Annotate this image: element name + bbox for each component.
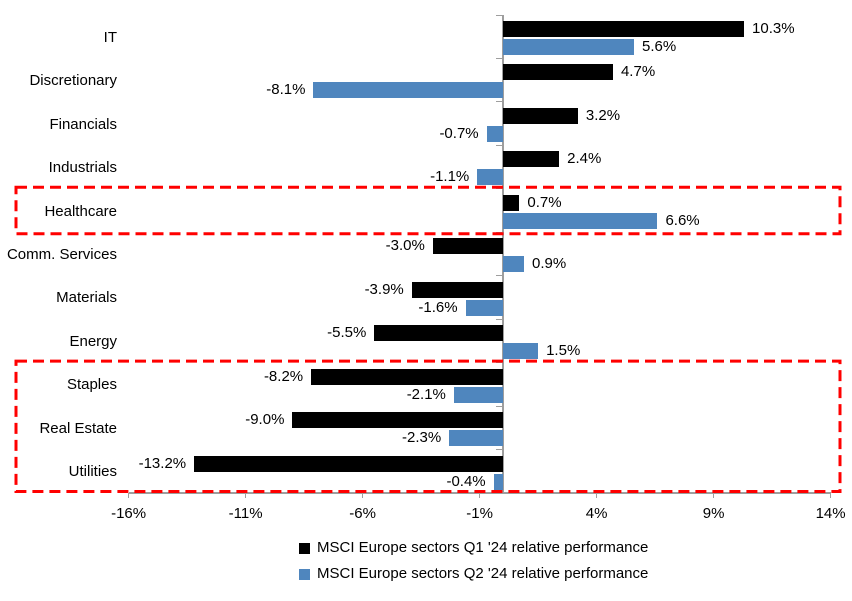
bar-q2-staples [453, 386, 503, 403]
bar-q2-healthcare [503, 212, 658, 229]
bar-q1-utilities [194, 455, 503, 472]
bar-q2-energy [503, 343, 539, 360]
category-label: Comm. Services [6, 246, 117, 263]
value-label: -13.2% [138, 454, 187, 472]
bar-q2-industrials [477, 169, 503, 186]
x-tick [128, 493, 130, 498]
category-tick [496, 405, 503, 407]
value-label: -2.1% [406, 385, 446, 403]
category-label: IT [103, 28, 117, 46]
category-label: Industrials [48, 159, 117, 177]
value-label: -1.1% [430, 168, 470, 186]
value-label: -8.1% [266, 81, 306, 99]
category-tick [496, 144, 503, 146]
bar-q1-staples [311, 368, 503, 385]
bar-q1-real-estate [292, 412, 503, 429]
category-label: Utilities [68, 463, 117, 481]
legend-swatch-icon [299, 568, 310, 580]
category-tick [496, 57, 503, 59]
value-label: -0.7% [439, 124, 479, 142]
value-label: -3.9% [364, 280, 404, 298]
category-tick [496, 362, 503, 364]
x-tick-label: -16% [111, 505, 147, 522]
x-tick [245, 493, 247, 498]
category-label: Materials [56, 289, 117, 307]
bar-q1-it [503, 21, 745, 37]
value-axis-line [502, 15, 504, 493]
category-tick [496, 231, 503, 233]
x-tick-label: -11% [228, 505, 263, 522]
category-label: Energy [69, 332, 117, 350]
value-label: 0.7% [527, 193, 562, 211]
legend-item-q1: MSCI Europe sectors Q1 '24 relative perf… [299, 540, 648, 556]
bar-q1-comm-services [432, 238, 503, 255]
bar-q2-discretionary [313, 82, 503, 99]
bar-q2-utilities [493, 473, 503, 490]
x-tick [362, 493, 364, 498]
value-label: 10.3% [752, 20, 795, 37]
bar-q2-it [503, 39, 635, 55]
legend-label: MSCI Europe sectors Q1 '24 relative perf… [317, 539, 649, 556]
legend-swatch-icon [299, 542, 310, 554]
value-label: -0.4% [446, 472, 486, 490]
category-label: Discretionary [29, 72, 117, 90]
category-tick [496, 318, 503, 320]
value-label: 4.7% [620, 63, 656, 81]
category-tick [496, 14, 503, 16]
value-label: -3.0% [385, 237, 425, 255]
category-tick [496, 101, 503, 103]
bar-q1-discretionary [503, 64, 613, 81]
x-tick [479, 493, 481, 498]
legend-item-q2: MSCI Europe sectors Q2 '24 relative perf… [299, 566, 648, 582]
value-label: -8.2% [263, 367, 304, 385]
bar-q1-energy [374, 325, 503, 342]
category-tick [496, 188, 503, 190]
x-tick [713, 493, 715, 498]
value-label: -5.5% [327, 324, 367, 342]
highlight-box-healthcare [14, 185, 842, 236]
category-label: Real Estate [39, 419, 117, 437]
category-label: Staples [66, 376, 117, 394]
x-tick [596, 493, 598, 498]
bar-q2-real-estate [449, 430, 503, 447]
x-tick-label: -6% [349, 505, 376, 522]
value-label: 3.2% [585, 106, 621, 124]
bar-q2-comm-services [503, 256, 525, 273]
x-tick-label: 14% [815, 505, 846, 522]
category-tick [496, 275, 503, 277]
value-label: 0.9% [532, 255, 567, 273]
value-label: 5.6% [642, 38, 677, 55]
value-label: -2.3% [402, 429, 442, 447]
x-tick-label: 9% [702, 505, 725, 522]
value-label: -1.6% [418, 298, 458, 316]
x-tick-label: -1% [466, 505, 493, 522]
x-tick-label: 4% [585, 505, 608, 522]
category-label: Healthcare [44, 202, 117, 220]
legend-label: MSCI Europe sectors Q2 '24 relative perf… [317, 565, 649, 582]
bar-q2-financials [486, 125, 503, 142]
value-label: 2.4% [567, 150, 602, 168]
bar-q1-materials [411, 281, 503, 298]
category-tick [496, 449, 503, 451]
bar-q1-financials [503, 107, 578, 124]
bar-q1-industrials [503, 151, 560, 168]
category-label: Financials [49, 115, 117, 133]
value-label: 6.6% [665, 211, 700, 229]
bar-q1-healthcare [503, 194, 520, 211]
value-label: -9.0% [245, 411, 285, 429]
bar-q2-materials [465, 299, 503, 316]
value-label: 1.5% [546, 342, 581, 360]
x-tick [830, 493, 832, 498]
